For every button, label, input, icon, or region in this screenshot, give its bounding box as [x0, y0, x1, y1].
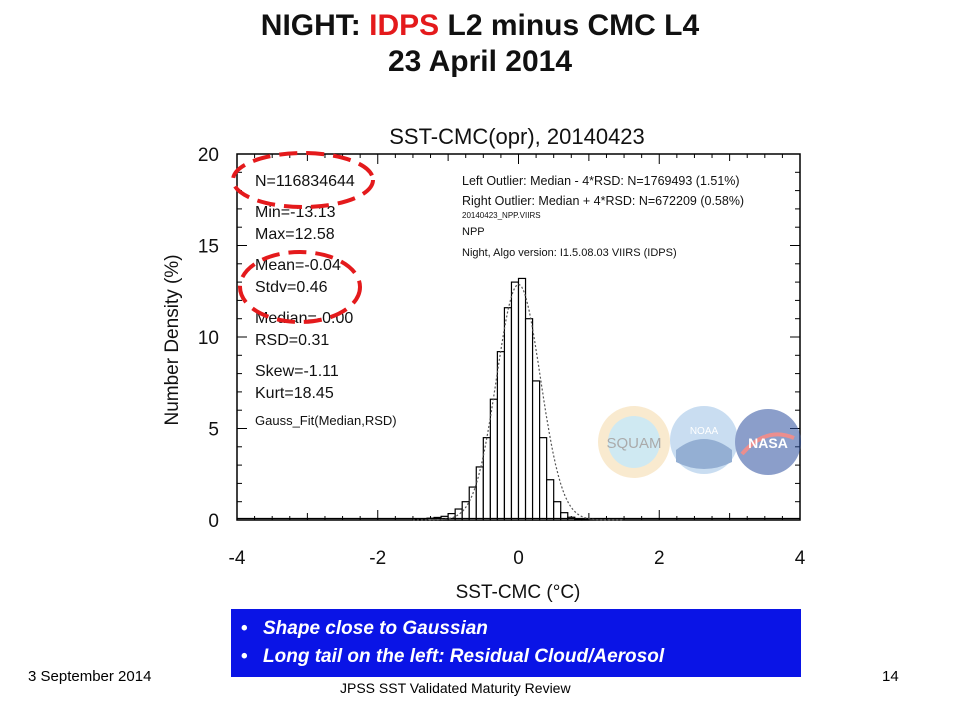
y-axis-label: Number Density (%): [162, 254, 183, 425]
histogram-bar: [475, 466, 484, 521]
info-line: Right Outlier: Median + 4*RSD: N=672209 …: [462, 194, 744, 208]
stat-line: RSD=0.31: [255, 332, 329, 349]
info-line: Night, Algo version: I1.5.08.03 VIIRS (I…: [462, 247, 677, 259]
noaa-logo: NOAA: [670, 406, 738, 474]
title-part2: L2 minus CMC L4: [439, 9, 700, 42]
x-tick-label: -4: [229, 548, 246, 569]
y-tick-label: 15: [198, 237, 219, 258]
histogram-bar: [560, 512, 569, 521]
info-line: 20140423_NPP.VIIRS: [462, 211, 541, 220]
nasa-logo-text: NASA: [748, 435, 788, 451]
slide-title-line1: NIGHT: IDPS L2 minus CMC L4: [0, 8, 960, 44]
nasa-logo: NASA: [735, 409, 801, 475]
bullet-item: Shape close to Gaussian: [241, 615, 801, 643]
stats-block: N=116834644Min=-13.13Max=12.58Mean=-0.04…: [255, 173, 397, 428]
histogram-bar: [539, 437, 548, 521]
footer-center: JPSS SST Validated Maturity Review: [340, 680, 571, 696]
x-tick-label: -2: [369, 548, 386, 569]
y-tick-label: 5: [208, 420, 219, 441]
x-axis-label: SST-CMC (°C): [456, 582, 581, 603]
y-tick-label: 0: [208, 511, 219, 532]
histogram-bar: [553, 501, 562, 521]
y-tick-label: 20: [198, 145, 219, 166]
histogram-bar: [524, 318, 534, 521]
histogram-bars: [237, 277, 800, 521]
gauss-fit-curve: [412, 283, 625, 521]
stat-line: Skew=-1.11: [255, 363, 339, 380]
x-tick-label: 2: [654, 548, 665, 569]
histogram-bar: [496, 351, 506, 521]
tick-labels: -4 -2 0 2 4 0 5 10 15 20: [198, 145, 806, 569]
page-number: 14: [882, 668, 899, 685]
info-line: NPP: [462, 226, 485, 238]
histogram-bar: [468, 486, 477, 521]
stat-line: Median=-0.00: [255, 310, 353, 327]
logos: SQUAM NOAA NASA: [598, 406, 801, 478]
stat-line: Gauss_Fit(Median,RSD): [255, 413, 397, 428]
x-tick-label: 4: [795, 548, 806, 569]
title-highlight: IDPS: [369, 9, 440, 42]
histogram-bar: [531, 380, 541, 521]
stat-line: N=116834644: [255, 173, 355, 190]
y-tick-label: 10: [198, 328, 219, 349]
slide-date-title: 23 April 2014: [388, 45, 572, 78]
histogram-bar: [489, 398, 498, 521]
title-part1: NIGHT:: [260, 9, 370, 42]
bullet-list: Shape close to Gaussian Long tail on the…: [231, 615, 801, 671]
squam-logo-text: SQUAM: [606, 435, 661, 452]
footer-date: 3 September 2014: [28, 668, 152, 685]
stat-line: Stdv=0.46: [255, 279, 328, 296]
stat-line: Kurt=18.45: [255, 385, 334, 402]
x-tick-label: 0: [513, 548, 524, 569]
info-block: Left Outlier: Median - 4*RSD: N=1769493 …: [462, 174, 744, 259]
info-line: Left Outlier: Median - 4*RSD: N=1769493 …: [462, 174, 740, 188]
stat-line: Max=12.58: [255, 226, 335, 243]
highlight-ellipse-n: [231, 151, 375, 209]
stat-line: Mean=-0.04: [255, 257, 341, 274]
bullet-item: Long tail on the left: Residual Cloud/Ae…: [241, 643, 801, 671]
slide-title: NIGHT: IDPS L2 minus CMC L4 23 April 201…: [0, 8, 960, 80]
chart-title: SST-CMC(opr), 20140423: [389, 124, 645, 149]
squam-logo: SQUAM: [598, 406, 670, 478]
noaa-logo-text: NOAA: [690, 426, 719, 437]
highlight-ellipse-mean-stdv: [238, 250, 362, 324]
summary-bullets: Shape close to Gaussian Long tail on the…: [231, 609, 801, 677]
histogram-bar: [510, 281, 520, 521]
histogram-bar: [546, 479, 555, 521]
histogram-bar: [517, 277, 527, 521]
histogram-bar: [503, 307, 513, 521]
